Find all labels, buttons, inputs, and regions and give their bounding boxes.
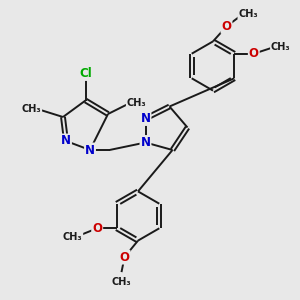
Text: N: N <box>140 136 151 149</box>
Text: CH₃: CH₃ <box>22 104 41 115</box>
Text: CH₃: CH₃ <box>127 98 146 109</box>
Text: Cl: Cl <box>79 67 92 80</box>
Text: N: N <box>140 112 151 125</box>
Text: N: N <box>61 134 71 148</box>
Text: O: O <box>221 20 232 33</box>
Text: O: O <box>92 222 102 235</box>
Text: CH₃: CH₃ <box>112 277 131 287</box>
Text: N: N <box>85 143 95 157</box>
Text: O: O <box>249 47 259 60</box>
Text: CH₃: CH₃ <box>238 9 258 19</box>
Text: CH₃: CH₃ <box>63 232 82 242</box>
Text: O: O <box>119 250 130 264</box>
Text: CH₃: CH₃ <box>271 42 291 52</box>
